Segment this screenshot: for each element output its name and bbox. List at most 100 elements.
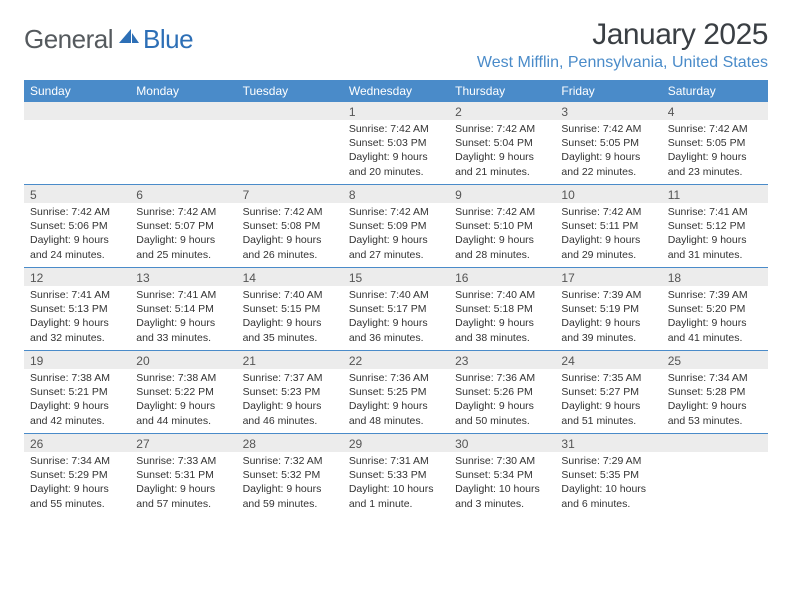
day-body: Sunrise: 7:42 AMSunset: 5:10 PMDaylight:… (449, 203, 555, 266)
day-body: Sunrise: 7:31 AMSunset: 5:33 PMDaylight:… (343, 452, 449, 515)
daylight-text: Daylight: 9 hours and 31 minutes. (668, 233, 762, 261)
day-body: Sunrise: 7:30 AMSunset: 5:34 PMDaylight:… (449, 452, 555, 515)
sunrise-text: Sunrise: 7:39 AM (668, 288, 762, 302)
daylight-text: Daylight: 9 hours and 38 minutes. (455, 316, 549, 344)
sunrise-text: Sunrise: 7:31 AM (349, 454, 443, 468)
sunrise-text: Sunrise: 7:39 AM (561, 288, 655, 302)
day-number: 25 (662, 351, 768, 369)
sunset-text: Sunset: 5:07 PM (136, 219, 230, 233)
day-body (24, 120, 130, 126)
sunset-text: Sunset: 5:03 PM (349, 136, 443, 150)
sunset-text: Sunset: 5:25 PM (349, 385, 443, 399)
day-body: Sunrise: 7:42 AMSunset: 5:06 PMDaylight:… (24, 203, 130, 266)
day-number: 17 (555, 268, 661, 286)
sunrise-text: Sunrise: 7:42 AM (243, 205, 337, 219)
sunset-text: Sunset: 5:10 PM (455, 219, 549, 233)
brand-name-1: General (24, 24, 113, 55)
week-row: 1Sunrise: 7:42 AMSunset: 5:03 PMDaylight… (24, 102, 768, 184)
day-body: Sunrise: 7:36 AMSunset: 5:26 PMDaylight:… (449, 369, 555, 432)
daylight-text: Daylight: 9 hours and 51 minutes. (561, 399, 655, 427)
day-number (24, 102, 130, 120)
day-cell: 27Sunrise: 7:33 AMSunset: 5:31 PMDayligh… (130, 434, 236, 516)
sunrise-text: Sunrise: 7:42 AM (349, 205, 443, 219)
daylight-text: Daylight: 9 hours and 39 minutes. (561, 316, 655, 344)
day-number (130, 102, 236, 120)
day-body: Sunrise: 7:42 AMSunset: 5:11 PMDaylight:… (555, 203, 661, 266)
sunrise-text: Sunrise: 7:40 AM (243, 288, 337, 302)
sunrise-text: Sunrise: 7:42 AM (30, 205, 124, 219)
day-body: Sunrise: 7:38 AMSunset: 5:21 PMDaylight:… (24, 369, 130, 432)
day-number: 14 (237, 268, 343, 286)
day-cell: 28Sunrise: 7:32 AMSunset: 5:32 PMDayligh… (237, 434, 343, 516)
sunrise-text: Sunrise: 7:42 AM (349, 122, 443, 136)
day-body (130, 120, 236, 126)
day-cell: 6Sunrise: 7:42 AMSunset: 5:07 PMDaylight… (130, 185, 236, 267)
day-cell: 9Sunrise: 7:42 AMSunset: 5:10 PMDaylight… (449, 185, 555, 267)
sunrise-text: Sunrise: 7:29 AM (561, 454, 655, 468)
sunset-text: Sunset: 5:13 PM (30, 302, 124, 316)
day-body (237, 120, 343, 126)
daylight-text: Daylight: 9 hours and 22 minutes. (561, 150, 655, 178)
day-cell: 10Sunrise: 7:42 AMSunset: 5:11 PMDayligh… (555, 185, 661, 267)
day-body: Sunrise: 7:33 AMSunset: 5:31 PMDaylight:… (130, 452, 236, 515)
daylight-text: Daylight: 9 hours and 57 minutes. (136, 482, 230, 510)
day-number: 21 (237, 351, 343, 369)
day-body: Sunrise: 7:42 AMSunset: 5:08 PMDaylight:… (237, 203, 343, 266)
sunset-text: Sunset: 5:17 PM (349, 302, 443, 316)
day-number: 30 (449, 434, 555, 452)
day-number: 28 (237, 434, 343, 452)
day-cell: 20Sunrise: 7:38 AMSunset: 5:22 PMDayligh… (130, 351, 236, 433)
day-body: Sunrise: 7:42 AMSunset: 5:03 PMDaylight:… (343, 120, 449, 183)
month-title: January 2025 (477, 18, 768, 52)
day-body: Sunrise: 7:42 AMSunset: 5:05 PMDaylight:… (662, 120, 768, 183)
day-body: Sunrise: 7:42 AMSunset: 5:05 PMDaylight:… (555, 120, 661, 183)
day-number (237, 102, 343, 120)
sunrise-text: Sunrise: 7:30 AM (455, 454, 549, 468)
day-cell: 18Sunrise: 7:39 AMSunset: 5:20 PMDayligh… (662, 268, 768, 350)
daylight-text: Daylight: 9 hours and 25 minutes. (136, 233, 230, 261)
day-number: 11 (662, 185, 768, 203)
daylight-text: Daylight: 9 hours and 44 minutes. (136, 399, 230, 427)
day-cell: 23Sunrise: 7:36 AMSunset: 5:26 PMDayligh… (449, 351, 555, 433)
day-cell: 5Sunrise: 7:42 AMSunset: 5:06 PMDaylight… (24, 185, 130, 267)
sunset-text: Sunset: 5:05 PM (561, 136, 655, 150)
day-cell: 16Sunrise: 7:40 AMSunset: 5:18 PMDayligh… (449, 268, 555, 350)
day-number: 13 (130, 268, 236, 286)
brand-name-2: Blue (143, 24, 193, 55)
day-number: 15 (343, 268, 449, 286)
day-cell: 25Sunrise: 7:34 AMSunset: 5:28 PMDayligh… (662, 351, 768, 433)
sunrise-text: Sunrise: 7:41 AM (136, 288, 230, 302)
sunset-text: Sunset: 5:26 PM (455, 385, 549, 399)
sunset-text: Sunset: 5:12 PM (668, 219, 762, 233)
daylight-text: Daylight: 9 hours and 33 minutes. (136, 316, 230, 344)
sunset-text: Sunset: 5:27 PM (561, 385, 655, 399)
dow-row: SundayMondayTuesdayWednesdayThursdayFrid… (24, 80, 768, 102)
calendar-page: General Blue January 2025 West Mifflin, … (0, 0, 792, 516)
dow-cell: Sunday (24, 80, 130, 102)
day-body (662, 452, 768, 458)
day-body: Sunrise: 7:34 AMSunset: 5:28 PMDaylight:… (662, 369, 768, 432)
sunset-text: Sunset: 5:21 PM (30, 385, 124, 399)
sunrise-text: Sunrise: 7:42 AM (136, 205, 230, 219)
daylight-text: Daylight: 9 hours and 36 minutes. (349, 316, 443, 344)
day-cell: 19Sunrise: 7:38 AMSunset: 5:21 PMDayligh… (24, 351, 130, 433)
day-number: 22 (343, 351, 449, 369)
day-cell: 26Sunrise: 7:34 AMSunset: 5:29 PMDayligh… (24, 434, 130, 516)
sunrise-text: Sunrise: 7:38 AM (30, 371, 124, 385)
day-cell (24, 102, 130, 184)
day-cell: 13Sunrise: 7:41 AMSunset: 5:14 PMDayligh… (130, 268, 236, 350)
day-number: 20 (130, 351, 236, 369)
day-number: 1 (343, 102, 449, 120)
sunrise-text: Sunrise: 7:38 AM (136, 371, 230, 385)
sunrise-text: Sunrise: 7:36 AM (349, 371, 443, 385)
day-body: Sunrise: 7:41 AMSunset: 5:12 PMDaylight:… (662, 203, 768, 266)
sunrise-text: Sunrise: 7:42 AM (561, 205, 655, 219)
sunset-text: Sunset: 5:04 PM (455, 136, 549, 150)
sunset-text: Sunset: 5:23 PM (243, 385, 337, 399)
sunset-text: Sunset: 5:06 PM (30, 219, 124, 233)
daylight-text: Daylight: 9 hours and 41 minutes. (668, 316, 762, 344)
day-cell: 12Sunrise: 7:41 AMSunset: 5:13 PMDayligh… (24, 268, 130, 350)
title-block: January 2025 West Mifflin, Pennsylvania,… (477, 18, 768, 72)
daylight-text: Daylight: 10 hours and 1 minute. (349, 482, 443, 510)
day-cell: 4Sunrise: 7:42 AMSunset: 5:05 PMDaylight… (662, 102, 768, 184)
